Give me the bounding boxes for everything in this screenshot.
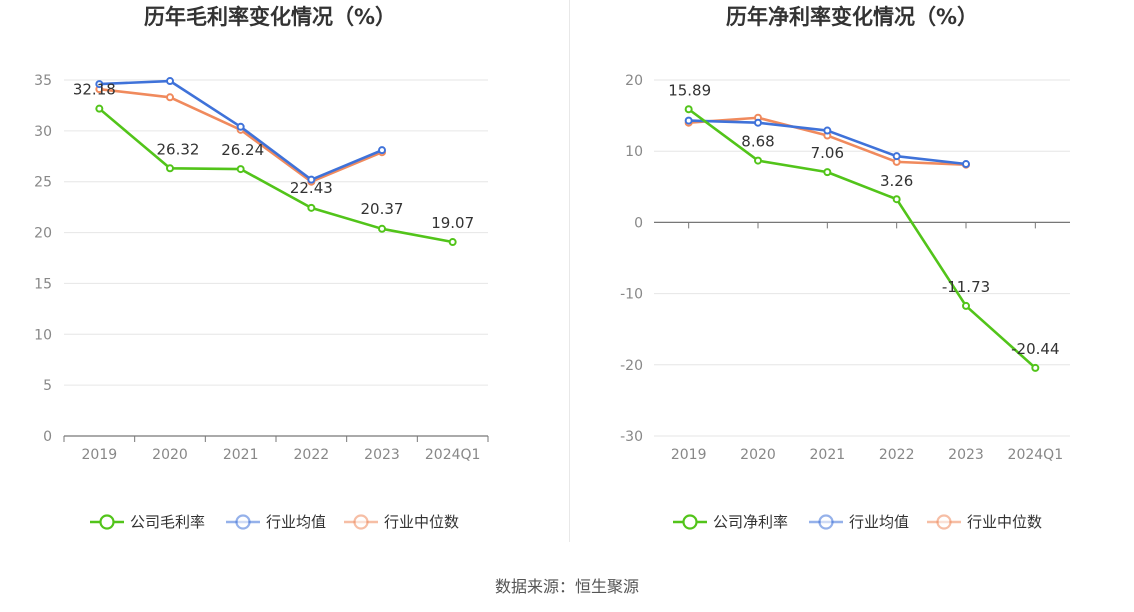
chart2-x-tick-label: 2021 — [810, 447, 846, 463]
chart1-series-1-point — [236, 165, 245, 174]
chart1-y-tick-label: 25 — [34, 175, 52, 191]
chart1-y-tick-label: 10 — [34, 327, 52, 343]
chart1-data-label: 26.24 — [221, 141, 264, 159]
chart2-title: 历年净利率变化情况（%） — [726, 5, 978, 29]
chart1-series-1-point — [448, 238, 457, 247]
chart2-y-tick-label: -10 — [620, 287, 643, 303]
chart2-legend-marker-1 — [682, 514, 698, 530]
chart2-y-tick-label: 10 — [625, 144, 643, 160]
chart2-series-1-point — [1031, 363, 1040, 372]
chart2-data-label: 3.26 — [880, 172, 913, 190]
chart2-x-tick-label: 2020 — [740, 447, 776, 463]
chart1-series-line-1 — [98, 107, 453, 244]
chart1-y-tick-label: 15 — [34, 276, 52, 292]
chart1-legend-marker-1 — [99, 514, 115, 530]
chart2-x-tick-label: 2023 — [948, 447, 984, 463]
chart2-x-tick-label: 2019 — [671, 447, 707, 463]
chart2-series-2-point — [754, 118, 762, 127]
panel-divider — [569, 0, 570, 542]
chart1-series-1-point — [95, 104, 104, 113]
chart1-data-label: 19.07 — [431, 214, 474, 232]
chart2-series-1-point — [684, 105, 693, 114]
chart2-data-label: 8.68 — [741, 133, 774, 151]
chart1-y-tick-label: 5 — [43, 378, 52, 394]
chart2-legend-label-2: 行业均值 — [849, 513, 909, 531]
chart1-data-label: 22.43 — [290, 179, 333, 197]
chart1-x-tick-label: 2022 — [294, 447, 330, 463]
chart1-x-tick-label: 2023 — [364, 447, 400, 463]
chart2-y-tick-label: -30 — [620, 429, 643, 445]
chart1-legend-marker-2 — [235, 514, 251, 530]
chart1-x-tick-label: 2020 — [152, 447, 188, 463]
chart2-series-2-point — [962, 160, 970, 169]
chart1-x-tick-label: 2021 — [223, 447, 259, 463]
chart1-series-2-point — [378, 146, 386, 155]
chart2-x-tick-label: 2024Q1 — [1008, 447, 1064, 463]
chart2-data-label: -11.73 — [942, 278, 990, 296]
chart2-series-1-point — [754, 156, 762, 165]
chart2-series-2-point — [892, 152, 901, 161]
chart1-legend-label-3: 行业中位数 — [384, 513, 459, 531]
chart1-y-tick-label: 20 — [34, 226, 52, 242]
chart2-series-1-point — [962, 301, 970, 310]
chart2-series-2-point — [684, 116, 693, 125]
chart1-series-1-point — [166, 164, 174, 173]
chart2-y-tick-label: 0 — [634, 215, 643, 231]
chart2-data-label: -20.44 — [1011, 340, 1059, 358]
chart1-legend-marker-3 — [353, 514, 369, 530]
chart2-legend-label-1: 公司净利率 — [713, 513, 788, 531]
chart1-series-2-point — [236, 122, 245, 131]
chart1-series-1-point — [307, 203, 316, 212]
chart1-series-2-point — [95, 80, 104, 89]
chart2-series-1-point — [892, 195, 901, 204]
chart2-legend-marker-2 — [818, 514, 834, 530]
chart1-title: 历年毛利率变化情况（%） — [144, 5, 396, 29]
chart2-series-2-point — [823, 126, 832, 135]
chart2-y-tick-label: -20 — [620, 358, 643, 374]
chart2-legend-label-3: 行业中位数 — [967, 513, 1042, 531]
chart1-y-tick-label: 0 — [43, 429, 52, 445]
chart1-x-tick-label: 2019 — [82, 447, 118, 463]
chart2-legend-marker-3 — [936, 514, 952, 530]
chart2-series-line-1 — [687, 108, 1037, 369]
chart1-y-tick-label: 30 — [34, 124, 52, 140]
chart1-series-2-point — [166, 77, 174, 86]
chart1-x-tick-label: 2024Q1 — [425, 447, 481, 463]
chart2-data-label: 15.89 — [668, 81, 711, 99]
source-note: 数据来源：恒生聚源 — [494, 577, 639, 596]
chart1-data-label: 32.18 — [73, 81, 116, 99]
chart1-legend-label-1: 公司毛利率 — [130, 513, 205, 531]
chart1-data-label: 26.32 — [157, 140, 200, 158]
chart2-x-tick-label: 2022 — [879, 447, 915, 463]
chart1-series-3-point — [166, 93, 174, 102]
chart1-legend-label-2: 行业均值 — [266, 513, 326, 531]
chart2-data-label: 7.06 — [811, 144, 844, 162]
chart1-series-1-point — [378, 224, 386, 233]
chart1-y-tick-label: 35 — [34, 73, 52, 89]
charts-svg: 历年毛利率变化情况（%） 0 5 10 15 20 25 30 35 2019 2020 2021 20… — [34, 5, 1070, 531]
chart2-y-tick-label: 20 — [625, 73, 643, 89]
chart1-data-label: 20.37 — [361, 200, 404, 218]
chart2-series-1-point — [823, 168, 832, 177]
chart1-series-2-point — [307, 175, 316, 184]
